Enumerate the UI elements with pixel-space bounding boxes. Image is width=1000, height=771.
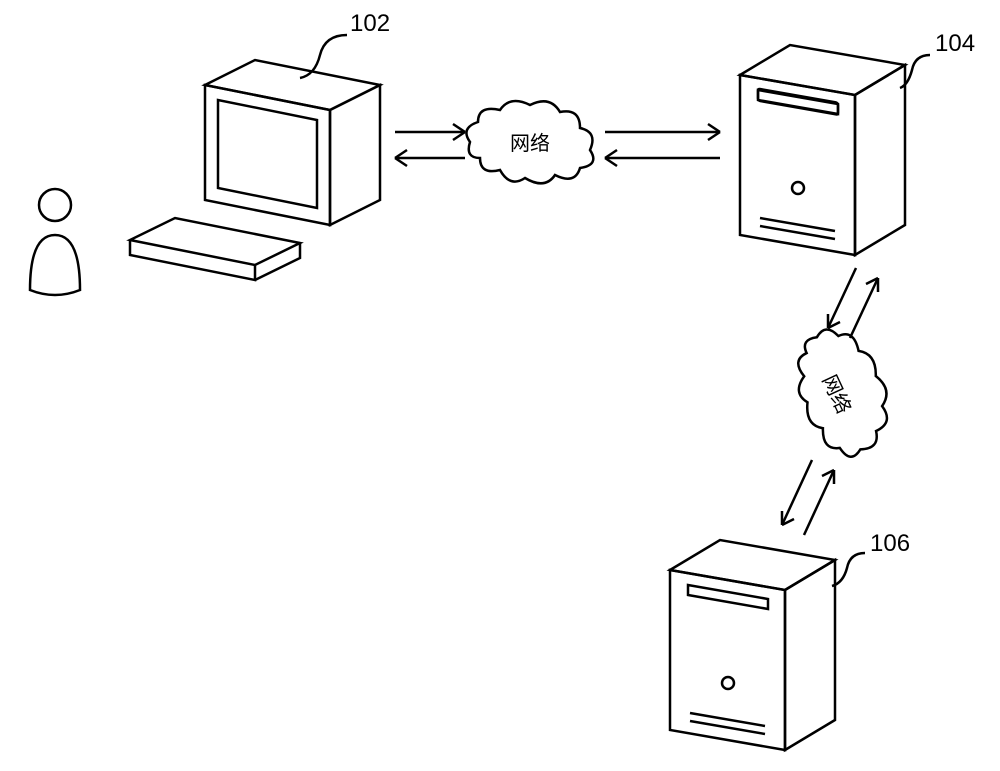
callout-server2 — [832, 553, 865, 586]
cloud1-label: 网络 — [510, 132, 550, 155]
terminal-icon — [130, 60, 380, 280]
terminal-label: 102 — [350, 10, 390, 38]
server1-label: 104 — [935, 30, 975, 58]
diagram-svg: 网络 网络 — [0, 0, 1000, 771]
diagram-canvas: 网络 网络 102 104 106 — [0, 0, 1000, 771]
server2-label: 106 — [870, 530, 910, 558]
server1-icon — [740, 45, 905, 255]
server2-icon — [670, 540, 835, 750]
arrow-server1-cloud2 — [828, 268, 878, 338]
arrow-cloud2-server2 — [782, 460, 834, 535]
arrow-cloud-server1 — [605, 124, 720, 166]
user-icon — [30, 189, 80, 295]
arrow-terminal-cloud — [395, 124, 465, 166]
